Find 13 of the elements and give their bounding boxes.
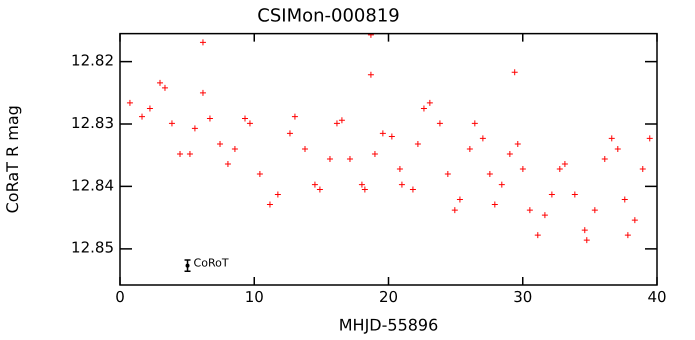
- y-tick-label: 12.82: [71, 52, 114, 70]
- x-tick-label: 20: [378, 288, 398, 306]
- chart-title: CSIMon-000819: [257, 5, 400, 26]
- x-tick-label: 40: [647, 288, 667, 306]
- y-tick-label: 12.83: [71, 114, 114, 132]
- x-tick-label: 10: [244, 288, 264, 306]
- series-label: CoRoT: [194, 256, 229, 270]
- x-tick-label: 30: [513, 288, 532, 306]
- x-axis-title: MHJD-55896: [338, 316, 438, 335]
- x-tick-label: 0: [115, 288, 125, 306]
- y-tick-label: 12.84: [71, 176, 114, 194]
- y-tick-label: 12.85: [71, 238, 114, 257]
- y-axis-title: CoRaT R mag: [2, 105, 22, 214]
